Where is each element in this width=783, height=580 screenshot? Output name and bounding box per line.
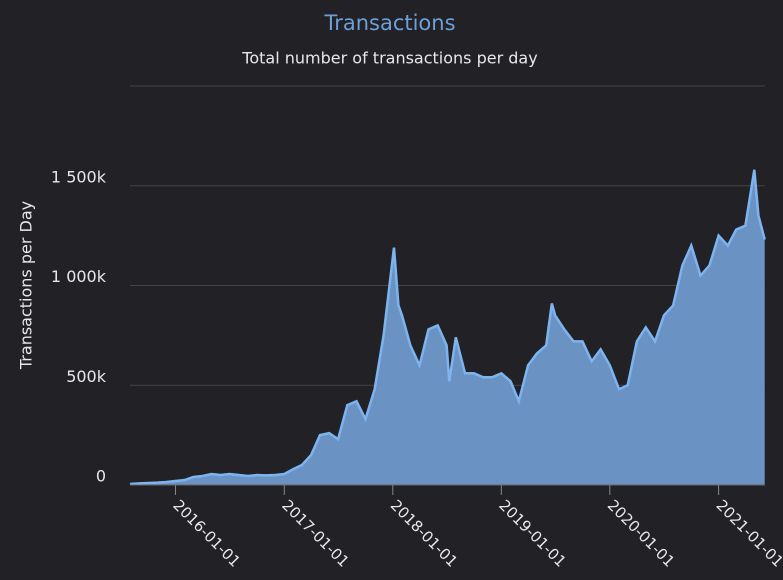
y-tick-label: 0 — [96, 467, 106, 486]
line — [129, 169, 766, 486]
area — [130, 169, 765, 486]
y-axis-label: Transactions per Day — [17, 201, 36, 370]
y-tick-label: 1 500k — [51, 167, 107, 186]
chart-subtitle: Total number of transactions per day — [241, 49, 537, 68]
chart-title: Transactions — [323, 11, 455, 35]
y-tick-label: 500k — [66, 367, 107, 386]
y-tick-label: 1 000k — [51, 267, 107, 286]
